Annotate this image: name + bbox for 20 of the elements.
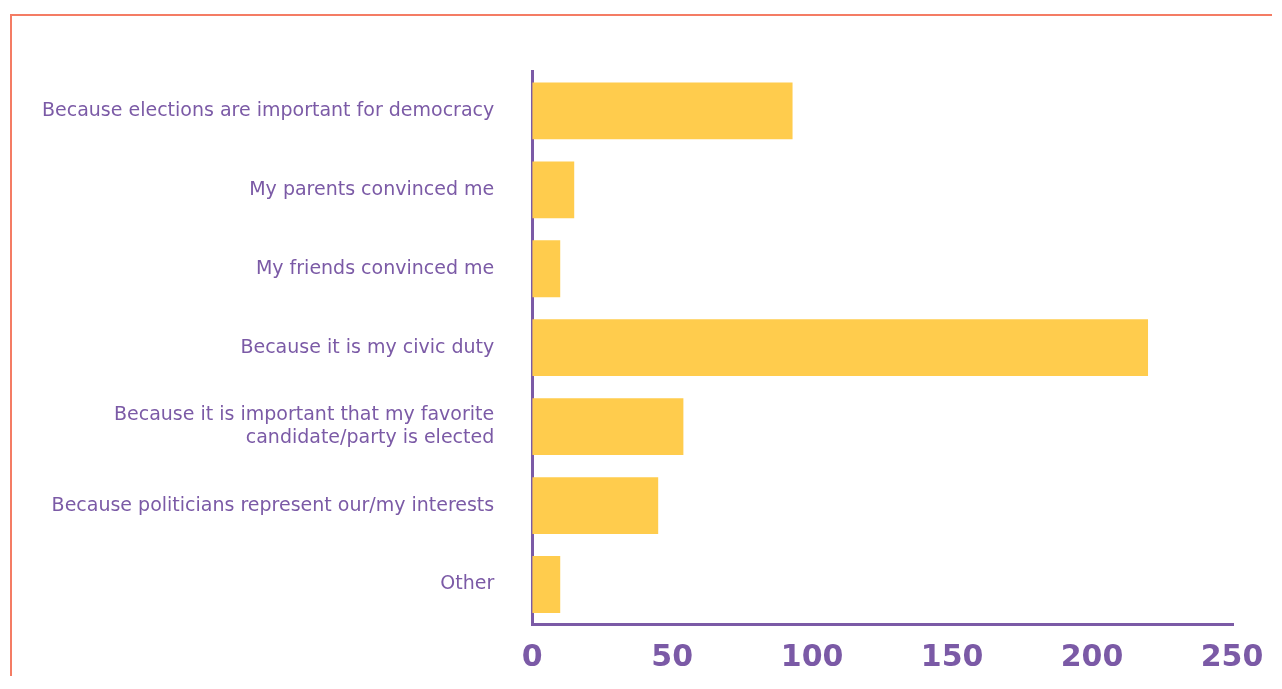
x-tick-label: 0 [521, 637, 543, 673]
bar [532, 240, 561, 298]
bar [532, 556, 561, 613]
y-tick-label: My friends convinced me [255, 255, 495, 278]
x-tick-label: 250 [1200, 637, 1264, 673]
x-tick-label: 100 [780, 637, 844, 673]
x-tick-label: 200 [1060, 637, 1124, 673]
bar [532, 82, 793, 140]
bar [532, 161, 575, 219]
bar [532, 319, 1149, 377]
y-tick-label: My parents convinced me [249, 176, 495, 199]
x-tick-label: 150 [920, 637, 984, 673]
bar [532, 477, 659, 535]
x-tick-label: 50 [651, 637, 694, 673]
y-tick-label: Because it is important that my favorite candidate/party is elected [114, 402, 495, 447]
y-tick-label: Other [440, 571, 495, 594]
y-tick-label: Because it is my civic duty [240, 334, 495, 357]
bar [532, 398, 684, 456]
y-tick-label: Because elections are important for democracy [42, 97, 495, 120]
y-tick-label: Because politicians represent our/my interests [51, 492, 495, 515]
